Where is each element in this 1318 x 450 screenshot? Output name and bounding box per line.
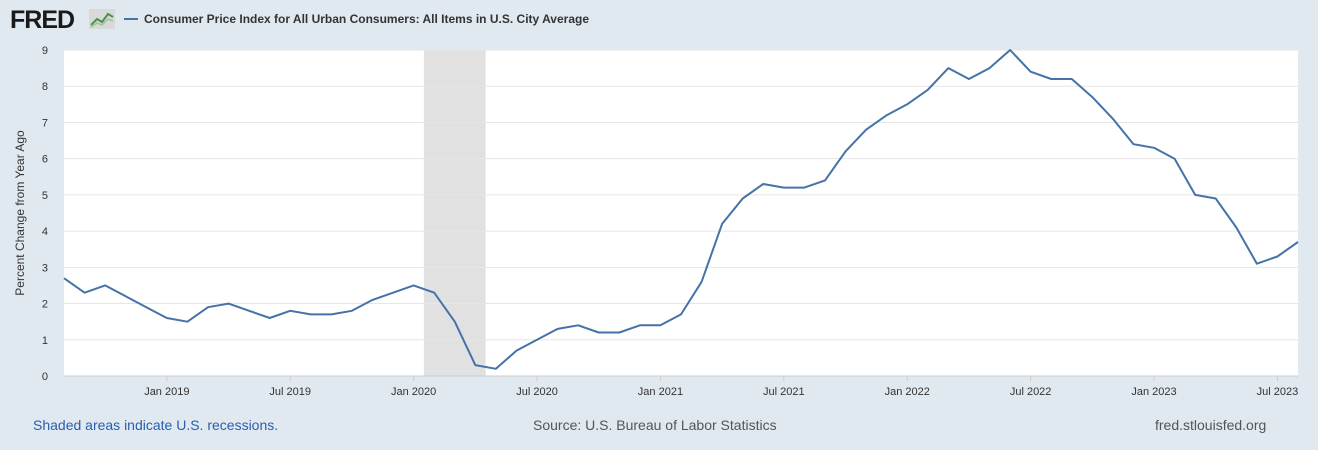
y-tick-label: 0 — [42, 371, 48, 383]
x-tick-label: Jul 2023 — [1257, 386, 1299, 398]
x-tick-label: Jul 2020 — [516, 386, 558, 398]
y-tick-label: 7 — [42, 117, 48, 129]
chart-header: FRED Consumer Price Index for All Urban … — [0, 0, 1318, 40]
y-tick-label: 1 — [42, 335, 48, 347]
recession-note-link[interactable]: Shaded areas indicate U.S. recessions. — [33, 417, 279, 433]
y-tick-label: 2 — [42, 299, 48, 311]
site-link[interactable]: fred.stlouisfed.org — [1155, 417, 1267, 433]
fred-logo[interactable]: FRED — [10, 6, 75, 34]
x-tick-label: Jan 2023 — [1131, 386, 1176, 398]
y-tick-label: 9 — [42, 45, 48, 57]
x-tick-label: Jul 2021 — [763, 386, 805, 398]
legend-swatch — [124, 18, 138, 20]
y-tick-label: 3 — [42, 262, 48, 274]
x-tick-label: Jan 2020 — [391, 386, 436, 398]
x-tick-label: Jan 2019 — [144, 386, 189, 398]
y-tick-label: 6 — [42, 154, 48, 166]
chart-legend[interactable]: Consumer Price Index for All Urban Consu… — [124, 12, 589, 26]
y-axis-label: Percent Change from Year Ago — [13, 130, 27, 296]
y-tick-label: 4 — [42, 226, 48, 238]
plot-area — [64, 50, 1298, 376]
y-tick-label: 5 — [42, 190, 48, 202]
x-tick-label: Jan 2022 — [885, 386, 930, 398]
y-tick-label: 8 — [42, 81, 48, 93]
line-chart[interactable]: 0 1 2 3 4 5 6 7 8 9 Jan 2019 Jul 2019 Jan 2020 Jul 20… — [0, 40, 1318, 410]
chart-title: Consumer Price Index for All Urban Consu… — [144, 12, 589, 26]
series-line — [63, 49, 1299, 370]
line-chart-icon — [89, 9, 115, 29]
recession-band — [423, 50, 486, 376]
x-tick-label: Jul 2019 — [269, 386, 311, 398]
x-tick-label: Jan 2021 — [638, 386, 683, 398]
source-label: Source: U.S. Bureau of Labor Statistics — [533, 417, 777, 433]
x-tick-label: Jul 2022 — [1010, 386, 1052, 398]
